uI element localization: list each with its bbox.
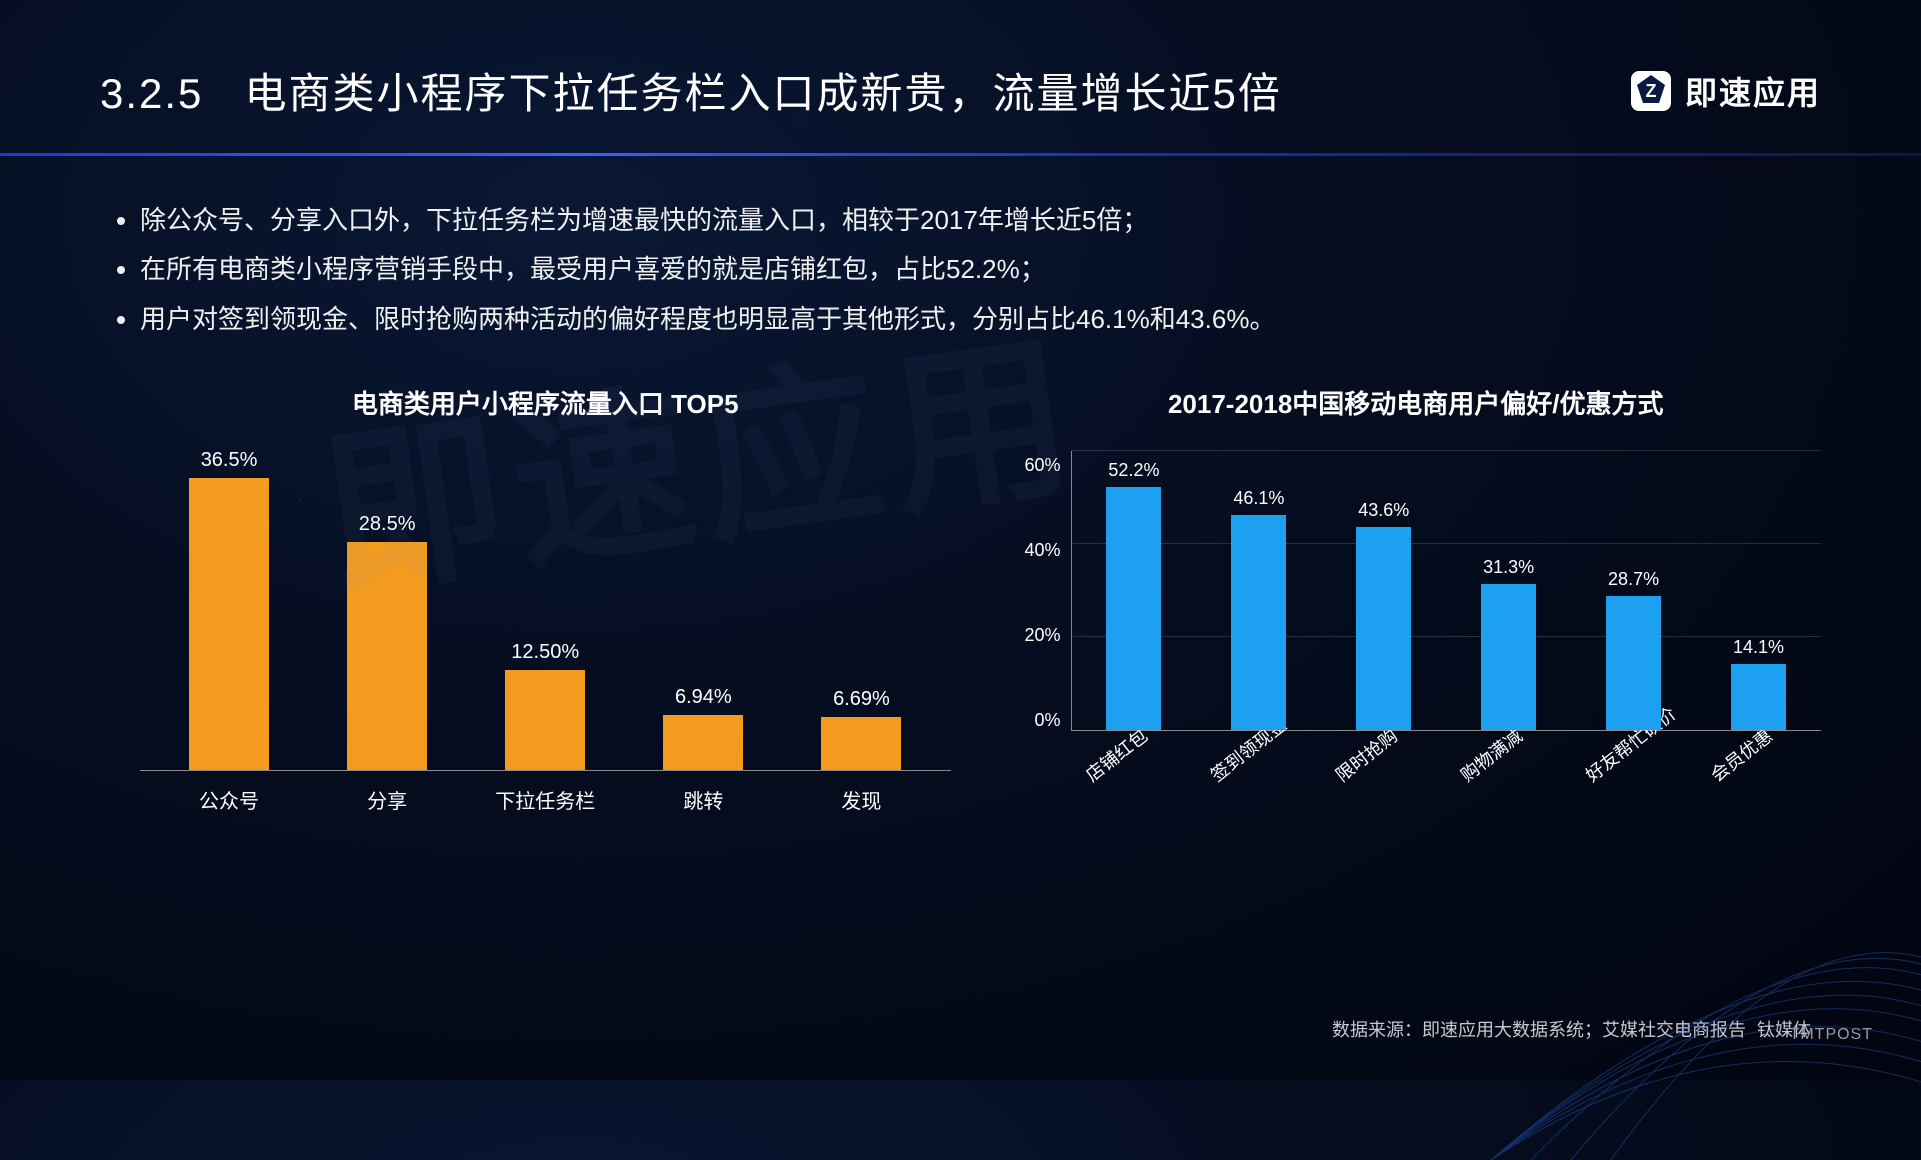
chart2-yaxis: 0% 20% 40% 60%	[1011, 451, 1061, 731]
chart1-category-label: 公众号	[174, 785, 284, 814]
chart1-category-label: 跳转	[648, 785, 758, 814]
chart2-ytick: 40%	[1011, 540, 1061, 561]
logo-icon: Z	[1629, 69, 1673, 113]
chart2-bar: 28.7%	[1586, 569, 1681, 730]
chart1-category-label: 下拉任务栏	[490, 785, 600, 814]
chart2-bar-rect	[1731, 664, 1786, 730]
bullet-item: 用户对签到领现金、限时抢购两种活动的偏好程度也明显高于其他形式，分别占比46.1…	[140, 295, 1821, 344]
chart1-value-label: 28.5%	[359, 513, 416, 536]
chart1-value-label: 12.50%	[511, 641, 579, 664]
chart2-gridline	[1072, 636, 1822, 637]
chart1-plot: 36.5% 28.5% 12.50% 6.94% 6.69%	[140, 451, 951, 771]
chart2-gridline	[1072, 543, 1822, 544]
section-number: 3.2.5	[100, 70, 203, 117]
chart1-bar-rect	[663, 715, 743, 771]
chart2-bar: 52.2%	[1086, 460, 1181, 731]
chart1-value-label: 6.94%	[675, 686, 732, 709]
chart1-bar: 6.69%	[806, 688, 916, 771]
chart1-category-label: 分享	[332, 785, 442, 814]
data-source: 数据来源：即速应用大数据系统；艾媒社交电商报告 钛媒体	[1332, 1016, 1811, 1042]
chart1-bar: 28.5%	[332, 513, 442, 770]
chart1-value-label: 6.69%	[833, 688, 890, 711]
chart1-value-label: 36.5%	[201, 449, 258, 472]
tmt-watermark: TMTPOST	[1790, 1026, 1873, 1044]
brand-logo: Z 即速应用	[1629, 68, 1821, 114]
svg-text:Z: Z	[1645, 81, 1656, 101]
chart2-bar-rect	[1481, 584, 1536, 730]
chart1-bar-rect	[347, 542, 427, 770]
chart2-value-label: 14.1%	[1733, 637, 1784, 658]
bullet-item: 在所有电商类小程序营销手段中，最受用户喜爱的就是店铺红包，占比52.2%；	[140, 245, 1821, 294]
chart2-bar: 14.1%	[1711, 637, 1806, 730]
chart1-bar-rect	[189, 478, 269, 770]
chart2-title: 2017-2018中国移动电商用户偏好/优惠方式	[1011, 384, 1822, 421]
chart2-value-label: 31.3%	[1483, 557, 1534, 578]
chart1-category-label: 发现	[806, 785, 916, 814]
logo-text: 即速应用	[1685, 68, 1821, 114]
chart1-bar-rect	[505, 670, 585, 770]
chart2-bar-rect	[1106, 487, 1161, 731]
chart2-ytick: 0%	[1011, 710, 1061, 731]
chart2-bar-rect	[1606, 596, 1661, 730]
chart-promo-preference: 2017-2018中国移动电商用户偏好/优惠方式 0% 20% 40% 60% 52.…	[1011, 384, 1822, 814]
chart2-wrap: 0% 20% 40% 60% 52.2% 46.1% 43.6% 31.3% 28.7% 14.…	[1011, 451, 1822, 765]
chart2-value-label: 46.1%	[1233, 488, 1284, 509]
header: 3.2.5 电商类小程序下拉任务栏入口成新贵，流量增长近5倍 Z 即速应用	[0, 0, 1921, 141]
chart1-bar-rect	[821, 717, 901, 771]
chart2-value-label: 52.2%	[1108, 460, 1159, 481]
chart2-ytick: 20%	[1011, 625, 1061, 646]
chart2-gridline	[1072, 450, 1822, 451]
chart2-bar: 31.3%	[1461, 557, 1556, 730]
chart2-value-label: 43.6%	[1358, 500, 1409, 521]
charts-row: 电商类用户小程序流量入口 TOP5 36.5% 28.5% 12.50% 6.94% 6…	[0, 354, 1921, 814]
chart1-bar: 36.5%	[174, 449, 284, 770]
chart1-bar: 12.50%	[490, 641, 600, 770]
chart2-bar: 46.1%	[1211, 488, 1306, 730]
chart1-bar: 6.94%	[648, 686, 758, 771]
chart2-plot: 52.2% 46.1% 43.6% 31.3% 28.7% 14.1%	[1071, 451, 1822, 731]
chart-traffic-entry: 电商类用户小程序流量入口 TOP5 36.5% 28.5% 12.50% 6.94% 6…	[140, 384, 951, 814]
chart2-bar-rect	[1356, 527, 1411, 730]
chart2-bar: 43.6%	[1336, 500, 1431, 730]
page-title: 3.2.5 电商类小程序下拉任务栏入口成新贵，流量增长近5倍	[100, 60, 1282, 121]
chart2-ytick: 60%	[1011, 455, 1061, 476]
chart1-xlabels: 公众号 分享 下拉任务栏 跳转 发现	[140, 771, 951, 814]
title-text: 电商类小程序下拉任务栏入口成新贵，流量增长近5倍	[244, 70, 1281, 117]
chart2-xlabels: 店铺红包签到领现金限时抢购购物满减好友帮忙砍价会员优惠	[1071, 739, 1822, 765]
chart1-title: 电商类用户小程序流量入口 TOP5	[140, 384, 951, 421]
chart2-bar-rect	[1231, 515, 1286, 730]
chart2-value-label: 28.7%	[1608, 569, 1659, 590]
bullet-list: 除公众号、分享入口外，下拉任务栏为增速最快的流量入口，相较于2017年增长近5倍…	[0, 156, 1921, 354]
bullet-item: 除公众号、分享入口外，下拉任务栏为增速最快的流量入口，相较于2017年增长近5倍…	[140, 196, 1821, 245]
